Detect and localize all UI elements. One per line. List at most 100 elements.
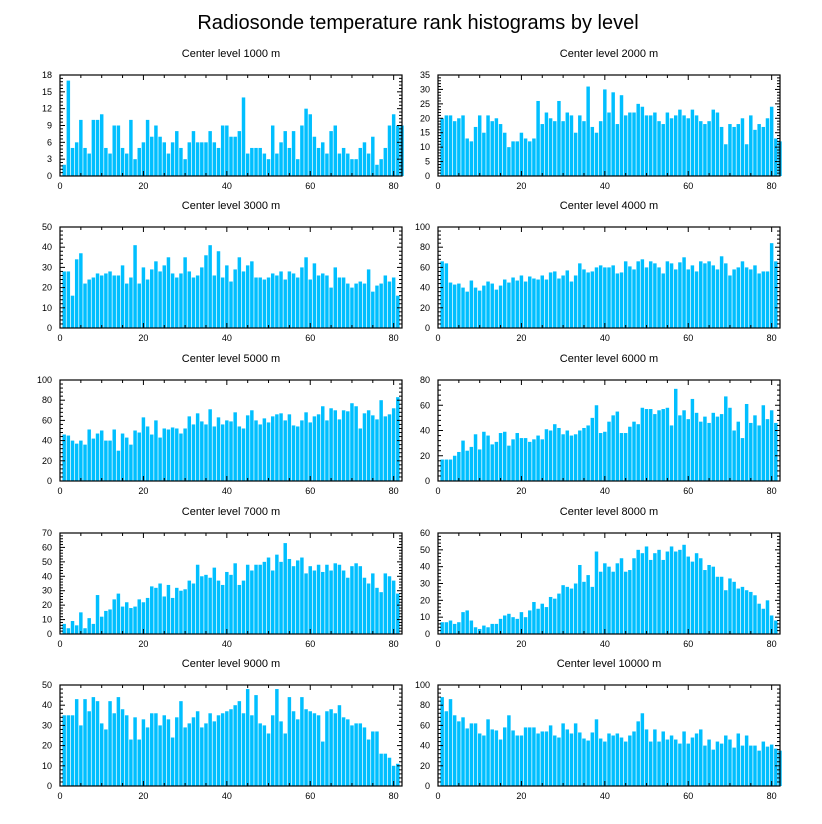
bar [375,164,379,176]
bar [615,411,620,481]
bar [325,420,329,481]
bar [598,738,603,786]
bar [657,549,661,634]
bar [590,271,595,328]
bar [366,410,371,481]
bar [191,131,196,176]
bar [308,114,312,176]
bar [532,439,536,481]
bar [270,570,275,634]
bar [208,409,212,481]
bar [682,544,686,634]
bar [312,713,317,786]
bar [275,153,279,176]
bar [690,398,695,481]
bar [112,713,116,786]
bar [724,396,728,481]
bar [494,730,499,786]
bar [179,273,183,328]
bar [396,125,400,176]
bar [511,617,515,634]
bar [387,757,392,786]
bar [208,131,212,176]
bar [325,153,329,176]
bar [594,405,599,481]
bar [711,749,716,786]
x-tick-label: 20 [138,333,148,343]
bar [87,153,91,176]
bar [440,697,444,786]
bar [461,612,465,634]
bar [120,433,125,481]
bar [204,424,208,481]
bar [129,444,133,481]
bar [216,251,221,328]
x-tick-label: 0 [57,181,62,191]
bar [375,419,379,481]
y-tick-label: 30 [420,579,430,589]
bar [175,717,179,786]
bar [582,581,586,634]
bar [304,108,308,176]
bar [590,732,595,786]
bar [141,719,146,786]
panel-title: Center level 7000 m [182,506,280,518]
y-tick-label: 20 [42,456,52,466]
bar [699,121,703,176]
panel-title: Center level 5000 m [182,353,280,365]
bar [669,118,674,176]
bar [258,424,262,481]
bar [457,451,461,481]
bar [644,729,649,786]
bar [686,419,690,481]
bar [362,413,367,481]
bar [112,275,116,328]
bar [482,625,486,634]
bar [452,284,457,328]
bar [83,628,87,634]
bar [732,126,736,176]
y-tick-label: 80 [420,242,430,252]
bar [502,615,507,634]
bar [129,608,133,634]
bar [287,558,292,634]
bar [540,731,545,786]
bar [690,737,695,786]
bar [112,599,116,634]
bar [300,697,304,786]
bar [133,430,137,481]
bar [212,275,217,328]
y-tick-label: 20 [42,283,52,293]
bar [137,147,141,176]
bar [669,263,674,328]
bar [694,733,699,786]
bar [91,438,96,481]
bar [383,573,388,634]
bar [665,739,670,786]
bar [515,735,519,786]
bar [498,124,503,176]
bar [99,430,104,481]
bar [220,424,225,481]
bar [79,725,83,786]
bar [337,277,342,328]
bar [615,733,620,786]
bar [494,118,499,176]
bar [379,159,383,176]
bar [137,432,141,481]
bar [195,564,200,634]
bar [678,743,682,786]
bar [678,109,682,176]
bar [582,121,586,176]
bar [316,564,321,634]
bar [553,598,557,634]
bar [358,281,363,328]
bar [295,560,300,634]
bar [628,266,632,328]
bar [482,132,486,176]
bar [104,147,108,176]
bar [66,271,71,328]
bar [628,570,632,634]
panel-title: Center level 4000 m [560,200,658,212]
bar [266,277,271,328]
